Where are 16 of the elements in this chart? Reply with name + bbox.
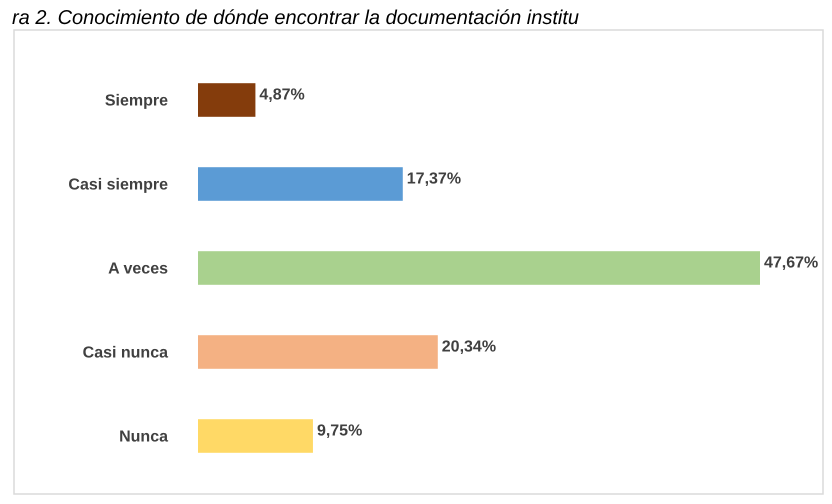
y-tick-label: Siempre — [104, 92, 168, 110]
data-label: 4,87% — [259, 86, 305, 104]
bar — [198, 419, 313, 453]
bar — [198, 83, 256, 117]
data-label: 9,75% — [316, 422, 362, 440]
y-tick-label: Casi nunca — [82, 344, 168, 362]
y-tick-label: Nunca — [119, 428, 168, 446]
data-label: 20,34% — [442, 338, 496, 356]
chart-title: ra 2. Conocimiento de dónde encontrar la documentación institu — [12, 7, 580, 29]
bar — [198, 251, 760, 285]
data-label: 17,37% — [406, 170, 462, 188]
bar — [198, 335, 438, 369]
y-tick-label: Casi siempre — [68, 176, 168, 194]
data-label: 47,67% — [764, 254, 818, 272]
y-tick-label: A veces — [108, 260, 168, 278]
bar — [198, 167, 403, 201]
